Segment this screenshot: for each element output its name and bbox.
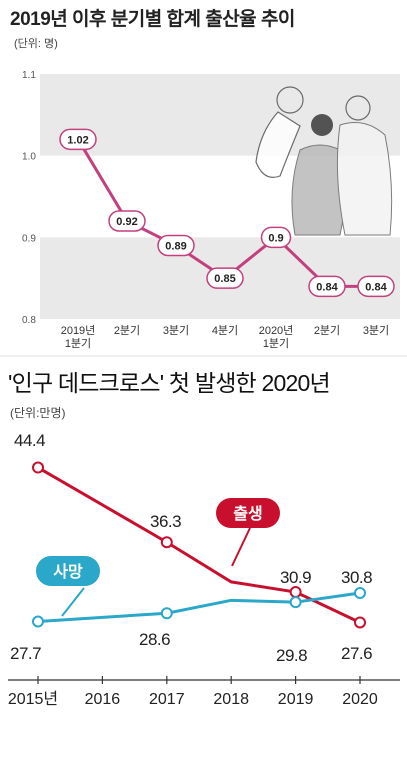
data-point [206,267,244,289]
deaths-legend-label: 사망 [53,563,83,581]
data-point [357,275,395,298]
chart1-unit: (단위: 명) [14,38,58,50]
deaths-value-label: 28.6 [139,630,170,649]
deaths-callout-line [61,587,85,617]
baby-body [255,111,301,178]
family-illustration [255,86,393,236]
x-tick-label: 1분기 [263,337,289,350]
y-tick-label: 0.8 [22,315,36,326]
x-tick-label: 2016 [85,691,121,708]
deaths-point [354,586,366,599]
deaths-value-label: 27.7 [10,644,41,663]
deaths-legend-pill [36,556,100,586]
chart1-title: 2019년 이후 분기별 합계 출산율 추이 [10,9,295,30]
chart1-plot: 1.1 1.0 0.9 0.8 1.02 0.92 0.89 0.85 0.9 0.84 0.84 2… [22,70,400,350]
x-tick-label: 2020 [342,691,378,708]
data-label: 0.84 [365,281,387,293]
deaths-point [160,607,173,620]
deaths-line [37,591,361,624]
x-tick-label: 3분기 [163,324,189,337]
x-tick-label: 1분기 [65,337,91,350]
baby-head [276,86,304,114]
father-body [336,122,393,236]
y-tick-label: 1.0 [22,152,36,163]
x-tick-label: 2분기 [114,324,140,337]
x-tick-label: 2018 [213,691,249,708]
mother-head [311,114,333,136]
births-legend-pill [216,498,280,528]
data-label: 0.89 [165,241,186,253]
x-tick-label: 2019년 [61,324,96,337]
births-line [37,466,361,624]
x-tick-label: 2019 [278,691,314,708]
x-tick-label: 2분기 [314,324,340,337]
births-point [289,586,302,599]
deaths-point [289,596,302,609]
chart2-unit: (단위:만명) [10,406,66,420]
data-label: 0.92 [116,216,137,228]
x-tick-label: 4분기 [212,324,238,337]
births-value-label: 30.9 [280,568,311,587]
data-point [59,128,97,151]
x-tick-label: 2017 [149,691,185,708]
data-point [260,226,292,249]
births-value-label: 36.3 [150,512,181,531]
y-tick-label: 1.1 [22,70,36,81]
x-tick-label: 3분기 [363,324,389,337]
data-label: 0.84 [316,281,338,293]
chart2-title: '인구 데드크로스' 첫 발생한 2020년 [8,370,331,396]
births-point [354,616,366,629]
data-label: 0.9 [268,232,283,244]
data-label: 0.85 [214,273,235,285]
deaths-value-label: 29.8 [276,646,307,665]
data-point [308,275,346,298]
father-head [345,95,371,121]
births-value-label: 44.4 [14,431,45,450]
data-point [108,210,146,232]
births-point [160,536,173,549]
births-point [32,461,44,474]
data-point [157,234,195,257]
divider [0,355,407,357]
deaths-point [32,615,44,628]
y-tick-label: 0.9 [22,233,36,244]
data-label: 1.02 [67,134,88,146]
births-callout-line [231,527,251,567]
births-legend-label: 출생 [233,505,262,523]
deaths-value-label: 30.8 [341,568,372,587]
x-tick-label: 2015년 [8,690,58,708]
births-value-label: 27.6 [341,644,372,663]
x-tick-label: 2020년 [259,324,294,337]
